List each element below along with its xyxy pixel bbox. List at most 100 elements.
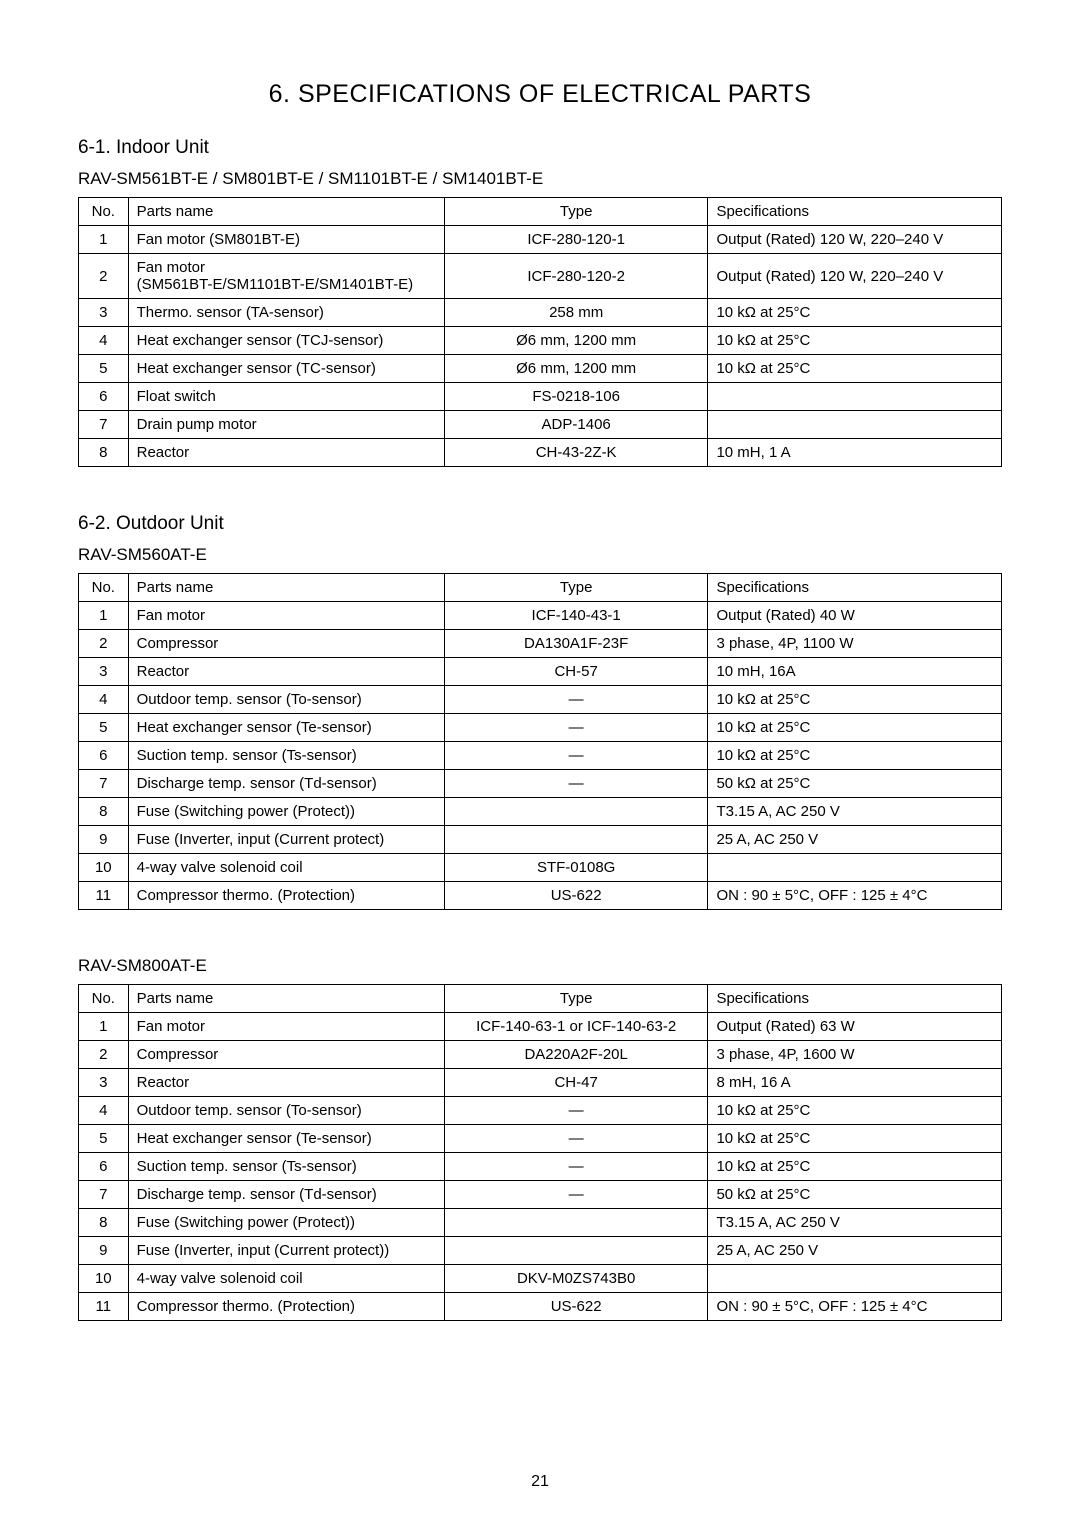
cell-parts: 4-way valve solenoid coil (128, 854, 444, 882)
cell-parts: Thermo. sensor (TA-sensor) (128, 299, 444, 327)
header-no: No. (79, 985, 129, 1013)
cell-spec: 10 mH, 16A (708, 658, 1002, 686)
cell-spec: Output (Rated) 120 W, 220–240 V (708, 226, 1002, 254)
cell-no: 3 (79, 1069, 129, 1097)
table-row: 5Heat exchanger sensor (Te-sensor)—10 kΩ… (79, 1125, 1002, 1153)
table-row: 5Heat exchanger sensor (TC-sensor)Ø6 mm,… (79, 355, 1002, 383)
cell-parts: Compressor thermo. (Protection) (128, 1293, 444, 1321)
cell-no: 7 (79, 1181, 129, 1209)
cell-type: CH-43-2Z-K (444, 439, 708, 467)
cell-type: — (444, 714, 708, 742)
page-title: 6. SPECIFICATIONS OF ELECTRICAL PARTS (78, 80, 1002, 109)
cell-spec: 10 kΩ at 25°C (708, 355, 1002, 383)
cell-type: ICF-140-63-1 or ICF-140-63-2 (444, 1013, 708, 1041)
cell-spec: 10 kΩ at 25°C (708, 1153, 1002, 1181)
header-spec: Specifications (708, 574, 1002, 602)
cell-spec: 25 A, AC 250 V (708, 1237, 1002, 1265)
cell-parts: Heat exchanger sensor (TC-sensor) (128, 355, 444, 383)
cell-parts: Float switch (128, 383, 444, 411)
cell-type (444, 1209, 708, 1237)
cell-parts: Reactor (128, 1069, 444, 1097)
cell-type: US-622 (444, 1293, 708, 1321)
cell-spec: 10 kΩ at 25°C (708, 1125, 1002, 1153)
outdoor-unit-1-tbody: 1Fan motorICF-140-43-1Output (Rated) 40 … (79, 602, 1002, 910)
header-no: No. (79, 574, 129, 602)
cell-no: 4 (79, 327, 129, 355)
cell-no: 1 (79, 1013, 129, 1041)
header-type: Type (444, 198, 708, 226)
cell-parts: 4-way valve solenoid coil (128, 1265, 444, 1293)
table-row: 4Heat exchanger sensor (TCJ-sensor)Ø6 mm… (79, 327, 1002, 355)
header-type: Type (444, 574, 708, 602)
cell-spec: 10 mH, 1 A (708, 439, 1002, 467)
outdoor-unit-2-tbody: 1Fan motorICF-140-63-1 or ICF-140-63-2Ou… (79, 1013, 1002, 1321)
table-row: 7Drain pump motorADP-1406 (79, 411, 1002, 439)
cell-spec: 10 kΩ at 25°C (708, 327, 1002, 355)
cell-spec: Output (Rated) 120 W, 220–240 V (708, 254, 1002, 299)
table-row: 7Discharge temp. sensor (Td-sensor)—50 k… (79, 770, 1002, 798)
cell-no: 6 (79, 742, 129, 770)
cell-no: 7 (79, 411, 129, 439)
cell-spec: 25 A, AC 250 V (708, 826, 1002, 854)
section-2-heading: 6-2. Outdoor Unit (78, 513, 1002, 535)
cell-type: DA220A2F-20L (444, 1041, 708, 1069)
cell-spec: 3 phase, 4P, 1600 W (708, 1041, 1002, 1069)
table-row: 104-way valve solenoid coilSTF-0108G (79, 854, 1002, 882)
cell-no: 6 (79, 383, 129, 411)
cell-type: CH-47 (444, 1069, 708, 1097)
header-type: Type (444, 985, 708, 1013)
cell-parts: Heat exchanger sensor (Te-sensor) (128, 1125, 444, 1153)
cell-no: 8 (79, 798, 129, 826)
cell-type: FS-0218-106 (444, 383, 708, 411)
cell-no: 2 (79, 630, 129, 658)
cell-no: 5 (79, 714, 129, 742)
cell-type: ADP-1406 (444, 411, 708, 439)
cell-type: — (444, 1181, 708, 1209)
cell-no: 5 (79, 355, 129, 383)
cell-type: DA130A1F-23F (444, 630, 708, 658)
cell-type (444, 798, 708, 826)
header-parts: Parts name (128, 985, 444, 1013)
table-row: 6Suction temp. sensor (Ts-sensor)—10 kΩ … (79, 742, 1002, 770)
cell-parts: Outdoor temp. sensor (To-sensor) (128, 1097, 444, 1125)
header-no: No. (79, 198, 129, 226)
table-row: 8ReactorCH-43-2Z-K10 mH, 1 A (79, 439, 1002, 467)
table-row: 6Suction temp. sensor (Ts-sensor)—10 kΩ … (79, 1153, 1002, 1181)
cell-spec: Output (Rated) 63 W (708, 1013, 1002, 1041)
cell-spec: Output (Rated) 40 W (708, 602, 1002, 630)
cell-spec: ON : 90 ± 5°C, OFF : 125 ± 4°C (708, 1293, 1002, 1321)
cell-type: Ø6 mm, 1200 mm (444, 355, 708, 383)
indoor-unit-tbody: 1Fan motor (SM801BT-E)ICF-280-120-1Outpu… (79, 226, 1002, 467)
cell-type: — (444, 742, 708, 770)
cell-spec (708, 383, 1002, 411)
table-row: 9Fuse (Inverter, input (Current protect)… (79, 1237, 1002, 1265)
cell-parts: Compressor thermo. (Protection) (128, 882, 444, 910)
cell-parts: Fan motor (128, 1013, 444, 1041)
table-row: 6Float switchFS-0218-106 (79, 383, 1002, 411)
cell-parts: Reactor (128, 658, 444, 686)
cell-no: 9 (79, 826, 129, 854)
cell-spec (708, 854, 1002, 882)
outdoor-unit-1-table: No. Parts name Type Specifications 1Fan … (78, 573, 1002, 910)
cell-type: — (444, 1097, 708, 1125)
cell-parts: Heat exchanger sensor (TCJ-sensor) (128, 327, 444, 355)
table-header-row: No. Parts name Type Specifications (79, 985, 1002, 1013)
cell-no: 11 (79, 882, 129, 910)
cell-type: STF-0108G (444, 854, 708, 882)
cell-no: 11 (79, 1293, 129, 1321)
cell-parts: Fan motor (128, 602, 444, 630)
cell-no: 3 (79, 658, 129, 686)
cell-no: 2 (79, 1041, 129, 1069)
header-spec: Specifications (708, 198, 1002, 226)
table-row: 2CompressorDA220A2F-20L3 phase, 4P, 1600… (79, 1041, 1002, 1069)
cell-spec: 10 kΩ at 25°C (708, 299, 1002, 327)
table-row: 1Fan motorICF-140-63-1 or ICF-140-63-2Ou… (79, 1013, 1002, 1041)
cell-spec: T3.15 A, AC 250 V (708, 1209, 1002, 1237)
cell-no: 8 (79, 439, 129, 467)
cell-spec: T3.15 A, AC 250 V (708, 798, 1002, 826)
cell-parts: Fuse (Switching power (Protect)) (128, 1209, 444, 1237)
cell-spec: 50 kΩ at 25°C (708, 770, 1002, 798)
cell-type: 258 mm (444, 299, 708, 327)
cell-no: 4 (79, 686, 129, 714)
cell-no: 6 (79, 1153, 129, 1181)
